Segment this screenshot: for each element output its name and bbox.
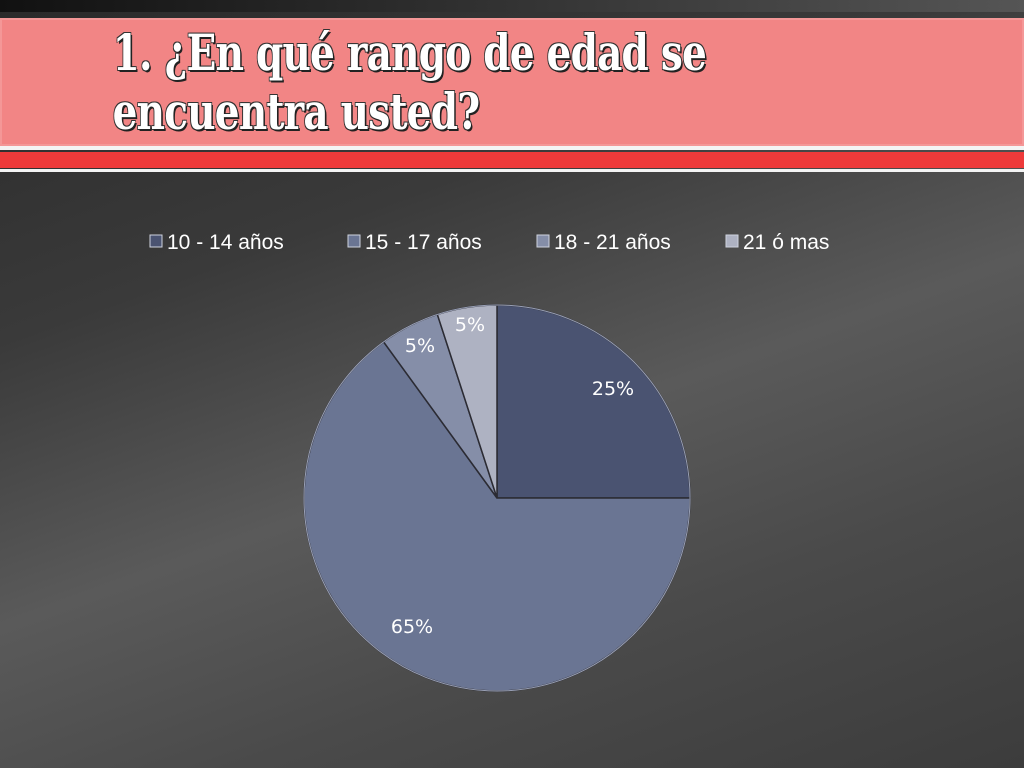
legend-swatch-3 [536, 234, 550, 248]
legend-label-2: 15 - 17 años [365, 231, 482, 254]
data-label-4: 5% [455, 314, 485, 336]
divider-stripe-white-lower [0, 169, 1024, 172]
data-label-3: 5% [405, 335, 435, 357]
top-strip [0, 0, 1024, 12]
legend-swatch-4 [725, 234, 739, 248]
legend-swatch-2 [347, 234, 361, 248]
legend-label-4: 21 ó mas [743, 231, 829, 254]
pie-slice-1 [496, 304, 691, 499]
data-label-2: 65% [391, 616, 433, 638]
legend-label-1: 10 - 14 años [167, 231, 284, 254]
pie-slices [303, 304, 691, 692]
page-title: 1. ¿En qué rango de edad se encuentra us… [112, 23, 707, 141]
divider-stripe-red [0, 152, 1024, 168]
divider-stripe-white [0, 146, 1024, 150]
title-band: 1. ¿En qué rango de edad se encuentra us… [0, 18, 1024, 146]
chart-legend: 10 - 14 años 15 - 17 años 18 - 21 años 21 ó… [149, 231, 829, 254]
data-labels: 25% 65% 5% 5% [391, 314, 634, 638]
data-label-1: 25% [592, 378, 634, 400]
legend-label-3: 18 - 21 años [554, 231, 671, 254]
pie-outline [303, 304, 691, 692]
legend-swatch-1 [149, 234, 163, 248]
